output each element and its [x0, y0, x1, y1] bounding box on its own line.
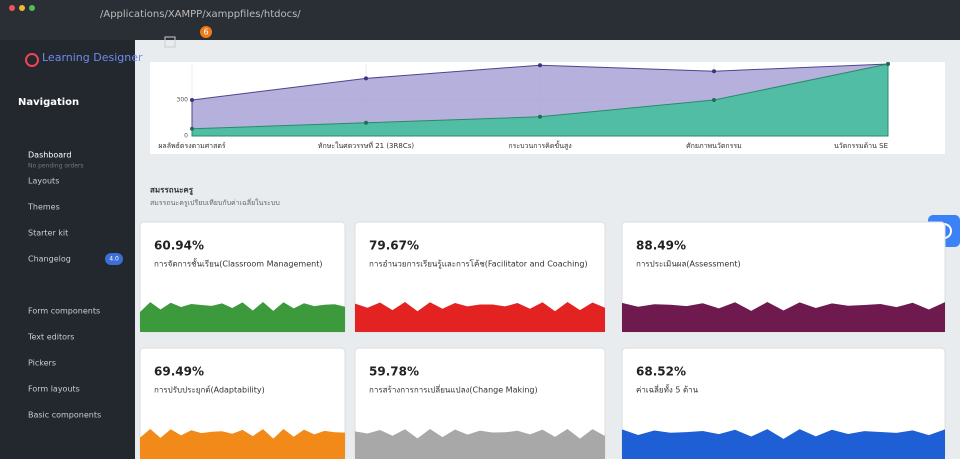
nav-item[interactable]: Form layouts: [28, 385, 80, 394]
y-tick-label: 300: [177, 97, 189, 104]
sidebar: [0, 40, 135, 459]
stat-label: การปรับประยุกต์(Adaptability): [154, 385, 265, 395]
point: [190, 126, 194, 131]
point: [886, 62, 890, 66]
stat-value: 69.49%: [154, 365, 204, 379]
stat-value: 68.52%: [636, 365, 686, 379]
x-tick-label: นวัตกรรมด้าน SE: [834, 142, 888, 150]
stat-label: การอำนวยการเรียนรู้และการโค้ช(Facilitato…: [369, 259, 588, 270]
notification-badge[interactable]: [200, 26, 212, 38]
browser-bar: [0, 0, 960, 40]
nav-badge-text: 4.0: [109, 256, 119, 263]
stat-value: 60.94%: [154, 239, 204, 253]
sparkline: [140, 429, 345, 459]
stat-value: 59.78%: [369, 365, 419, 379]
section-subtitle: สมรรถนะครูเปรียบเทียบกับค่าเฉลี่ยในระบบ: [150, 198, 280, 207]
nav-item[interactable]: Starter kit: [28, 229, 68, 238]
window-dot: [29, 5, 35, 11]
x-tick-label: ผลลัพธ์ตรงตามศาสตร์: [158, 142, 226, 150]
icon[interactable]: [164, 36, 176, 48]
stat-label: การประเมินผล(Assessment): [636, 260, 741, 269]
x-tick-label: ทักษะในศตวรรษที่ 21 (3R8Cs): [318, 141, 414, 150]
sparkline: [355, 302, 605, 332]
nav-heading: Navigation: [18, 97, 79, 108]
point: [364, 76, 368, 81]
point: [538, 63, 542, 68]
nav-item[interactable]: Dashboard: [28, 151, 71, 160]
badge-count: 6: [203, 28, 208, 37]
sparkline: [355, 429, 605, 459]
point: [190, 98, 194, 102]
nav-item[interactable]: Text editors: [27, 333, 74, 342]
stat-label: ค่าเฉลี่ยทั้ง 5 ด้าน: [636, 384, 699, 395]
sparkline: [140, 302, 345, 332]
nav-item[interactable]: Changelog: [28, 255, 71, 264]
nav-item[interactable]: Themes: [27, 203, 60, 212]
stat-value: 88.49%: [636, 239, 686, 253]
nav-item[interactable]: Basic components: [28, 411, 101, 420]
sparkline: [622, 302, 945, 332]
point: [712, 69, 716, 74]
window-dot: [19, 5, 25, 11]
nav-item[interactable]: Form components: [28, 307, 100, 316]
nav-item[interactable]: Pickers: [28, 359, 56, 368]
brand[interactable]: Learning Designer: [42, 51, 143, 64]
stat-label: การจัดการชั้นเรียน(Classroom Management): [154, 258, 322, 269]
x-tick-label: กระบวนการคิดขั้นสูง: [508, 139, 571, 150]
point: [364, 120, 368, 125]
nav-sub: No pending orders: [28, 163, 84, 170]
y-tick-label: 0: [184, 133, 188, 140]
logo: [25, 53, 39, 67]
nav-badge: [105, 253, 123, 265]
section-title: สมรรถนะครู: [150, 186, 194, 196]
point: [538, 114, 542, 119]
point: [712, 98, 716, 102]
address[interactable]: /Applications/XAMPP/xamppfiles/htdocs/: [100, 9, 301, 20]
stat-label: การสร้างการการเปลี่ยนแปลง(Change Making): [369, 384, 538, 395]
stat-value: 79.67%: [369, 239, 419, 253]
area: [191, 63, 889, 137]
window-dot: [9, 5, 15, 11]
sparkline: [622, 429, 945, 459]
x-tick-label: ศักยภาพนวัตกรรม: [686, 142, 742, 150]
nav-item[interactable]: Layouts: [28, 177, 59, 186]
